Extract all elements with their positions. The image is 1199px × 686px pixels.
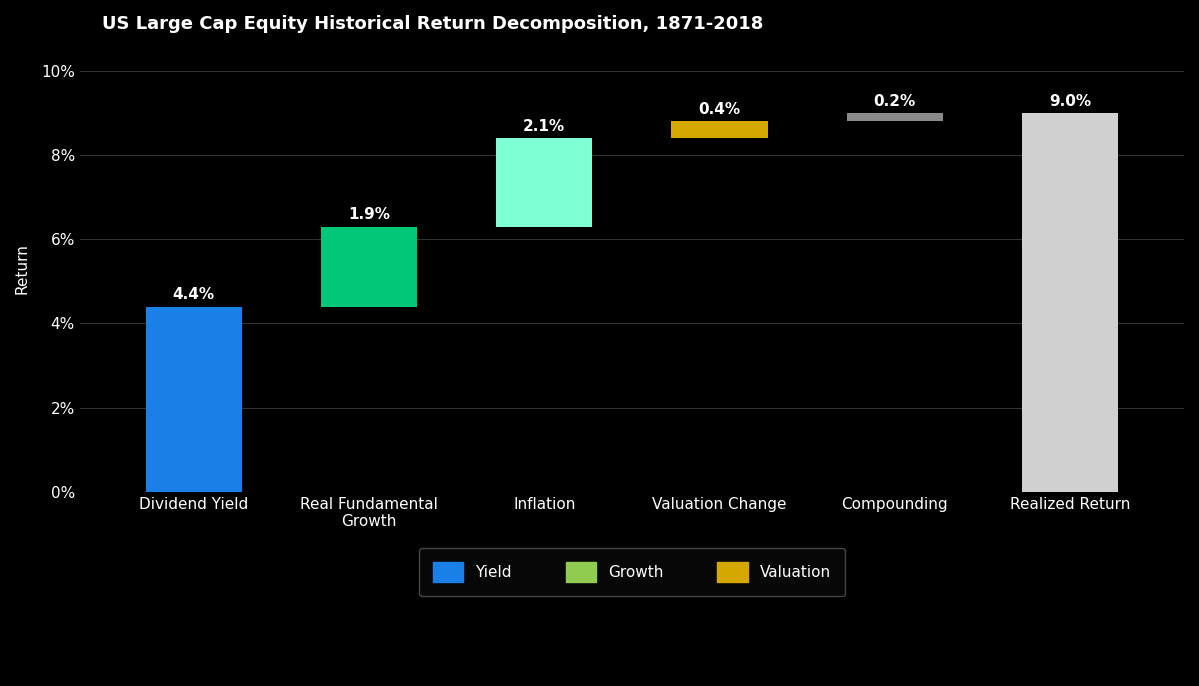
Bar [145,307,242,492]
Bar [846,113,944,121]
Text: 1.9%: 1.9% [348,207,390,222]
Legend: Yield, Growth, Valuation: Yield, Growth, Valuation [418,548,845,595]
Text: 0.2%: 0.2% [874,94,916,109]
Text: US Large Cap Equity Historical Return Decomposition, 1871-2018: US Large Cap Equity Historical Return De… [102,15,764,33]
Text: 0.4%: 0.4% [699,102,741,117]
Bar [321,226,417,307]
Text: 4.4%: 4.4% [173,287,215,303]
Text: 9.0%: 9.0% [1049,94,1091,109]
Y-axis label: Return: Return [16,244,30,294]
Bar [496,139,592,226]
Bar [671,121,767,139]
Bar [1022,113,1119,492]
Text: 2.1%: 2.1% [523,119,566,134]
